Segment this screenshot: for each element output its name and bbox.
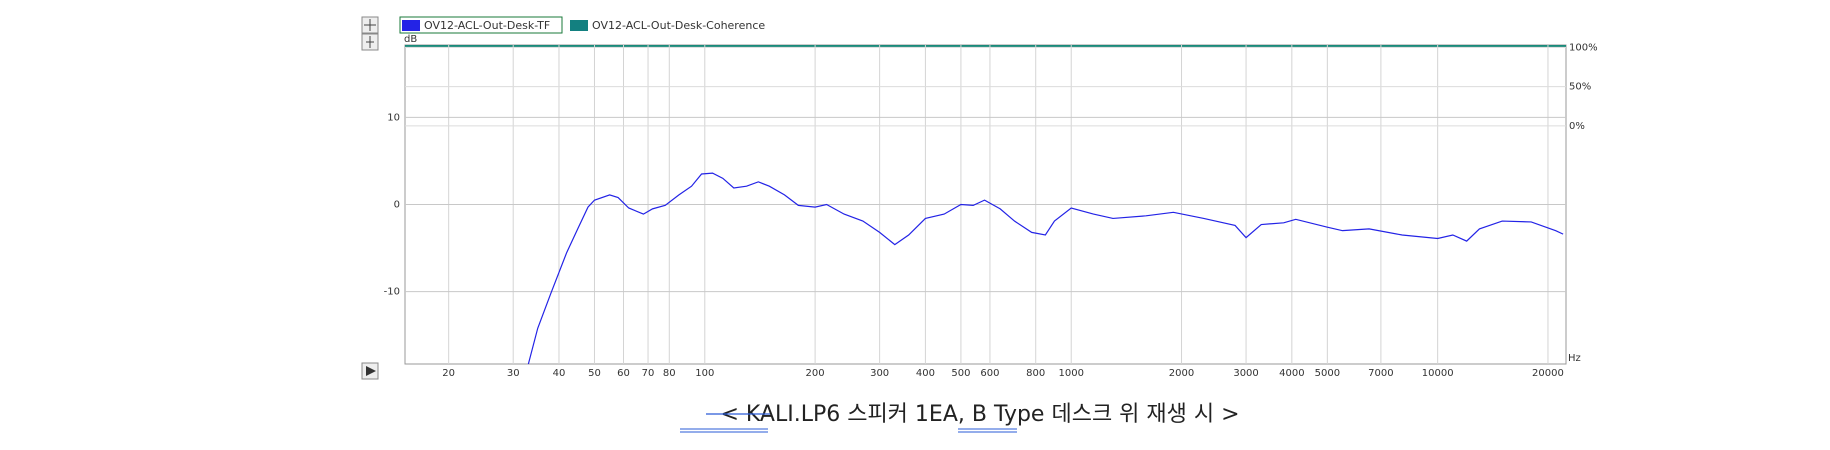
x-tick-label: 3000 bbox=[1233, 368, 1258, 379]
x-tick-label: 2000 bbox=[1169, 368, 1194, 379]
x-tick-label: 40 bbox=[553, 368, 566, 379]
x-tick-label: 7000 bbox=[1368, 368, 1393, 379]
x-tick-label: 200 bbox=[806, 368, 825, 379]
x-unit: Hz bbox=[1568, 353, 1581, 364]
pan-icon bbox=[364, 19, 376, 31]
y-unit: dB bbox=[404, 34, 417, 45]
x-tick-label: 800 bbox=[1026, 368, 1045, 379]
y-tick-label: 0 bbox=[394, 200, 400, 211]
x-tick-label: 20000 bbox=[1532, 368, 1564, 379]
x-tick-label: 100 bbox=[695, 368, 714, 379]
series-line bbox=[527, 172, 1564, 365]
y2-tick-label: 0% bbox=[1569, 121, 1585, 132]
x-tick-label: 80 bbox=[663, 368, 676, 379]
legend-swatch[interactable] bbox=[402, 20, 420, 31]
x-tick-label: 1000 bbox=[1059, 368, 1084, 379]
x-tick-label: 600 bbox=[980, 368, 999, 379]
x-tick-label: 400 bbox=[916, 368, 935, 379]
play-icon bbox=[366, 366, 376, 376]
x-tick-label: 20 bbox=[442, 368, 455, 379]
caption: < KALI.LP6 스피커 1EA, B Type 데스크 위 재생 시 > bbox=[720, 402, 1239, 427]
x-tick-label: 5000 bbox=[1315, 368, 1340, 379]
x-tick-label: 60 bbox=[617, 368, 630, 379]
x-tick-label: 30 bbox=[507, 368, 520, 379]
legend-swatch[interactable] bbox=[570, 20, 588, 31]
legend-label[interactable]: OV12-ACL-Out-Desk-TF bbox=[424, 19, 550, 32]
legend-label[interactable]: OV12-ACL-Out-Desk-Coherence bbox=[592, 19, 765, 32]
y-tick-label: 10 bbox=[387, 112, 400, 123]
legend-selection[interactable] bbox=[399, 16, 563, 34]
x-tick-label: 50 bbox=[588, 368, 601, 379]
x-tick-label: 10000 bbox=[1422, 368, 1454, 379]
y2-tick-label: 100% bbox=[1569, 42, 1598, 53]
y2-tick-label: 50% bbox=[1569, 82, 1591, 93]
x-tick-label: 300 bbox=[870, 368, 889, 379]
x-tick-label: 4000 bbox=[1279, 368, 1304, 379]
x-tick-label: 70 bbox=[642, 368, 655, 379]
zoom-icon bbox=[366, 36, 374, 48]
x-tick-label: 500 bbox=[951, 368, 970, 379]
y-tick-label: -10 bbox=[384, 287, 400, 298]
